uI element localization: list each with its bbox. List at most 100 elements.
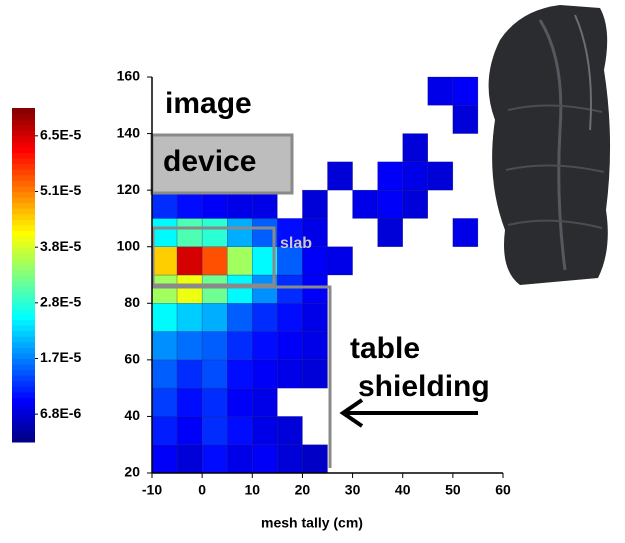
colorbar-tick-label: 1.7E-5 xyxy=(40,349,81,365)
x-tick-label: 0 xyxy=(198,482,206,498)
contour-cell xyxy=(277,332,302,360)
contour-cell xyxy=(152,247,177,275)
colorbar-segment xyxy=(12,347,35,353)
contour-cell xyxy=(403,190,428,218)
y-tick-label: 100 xyxy=(117,237,141,253)
colorbar-segment xyxy=(12,153,35,159)
colorbar-segment xyxy=(12,119,35,125)
colorbar-segment xyxy=(12,197,35,203)
annotation: slab xyxy=(280,235,312,252)
colorbar-segment xyxy=(12,392,35,398)
y-tick-label: 160 xyxy=(117,68,141,84)
contour-cell xyxy=(227,275,252,303)
colorbar-segment xyxy=(12,136,35,142)
contour-cell xyxy=(202,247,227,275)
contour-cell xyxy=(202,332,227,360)
contour-cell xyxy=(152,303,177,331)
contour-cell xyxy=(177,332,202,360)
colorbar-segment xyxy=(12,147,35,153)
contour-cell xyxy=(227,218,252,246)
y-tick-label: 120 xyxy=(117,181,141,197)
colorbar-segment xyxy=(12,230,35,236)
chart: image device slab table shielding mesh t… xyxy=(0,0,625,538)
colorbar-segment xyxy=(12,242,35,248)
colorbar-segment xyxy=(12,397,35,403)
colorbar-segment xyxy=(12,292,35,298)
colorbar-segment xyxy=(12,203,35,209)
x-axis-label: mesh tally (cm) xyxy=(261,515,363,531)
contour-cell xyxy=(428,77,453,105)
colorbar-segment xyxy=(12,114,35,120)
colorbar-segment xyxy=(12,225,35,231)
contour-cell xyxy=(378,162,403,190)
y-tick-label: 40 xyxy=(124,407,140,423)
colorbar-segment xyxy=(12,130,35,136)
contour-cell xyxy=(302,445,327,473)
colorbar-segment xyxy=(12,403,35,409)
colorbar-segment xyxy=(12,353,35,359)
contour-cell xyxy=(152,445,177,473)
contour-cell xyxy=(252,388,277,416)
colorbar-segment xyxy=(12,303,35,309)
colorbar-segment xyxy=(12,269,35,275)
colorbar-segment xyxy=(12,364,35,370)
annotation: shielding xyxy=(358,370,490,403)
contour-cell xyxy=(227,303,252,331)
colorbar-segment xyxy=(12,314,35,320)
contour-cell xyxy=(177,445,202,473)
colorbar-segment xyxy=(12,342,35,348)
colorbar-tick-label: 6.5E-5 xyxy=(40,127,81,143)
vest-photo xyxy=(489,5,610,285)
colorbar-segment xyxy=(12,175,35,181)
contour-cell xyxy=(403,162,428,190)
contour-cell xyxy=(277,275,302,303)
colorbar-segment xyxy=(12,186,35,192)
colorbar-segment xyxy=(12,359,35,365)
arrow xyxy=(343,400,478,426)
colorbar-segment xyxy=(12,281,35,287)
y-tick-label: 80 xyxy=(124,294,140,310)
x-tick-label: 20 xyxy=(295,482,311,498)
contour-cell xyxy=(277,303,302,331)
colorbar-segment xyxy=(12,192,35,198)
contour-cell xyxy=(277,416,302,444)
contour-cell xyxy=(403,134,428,162)
colorbar-segment xyxy=(12,108,35,114)
colorbar-segment xyxy=(12,431,35,437)
colorbar-segment xyxy=(12,320,35,326)
contour-cell xyxy=(177,303,202,331)
x-tick-label: 40 xyxy=(395,482,411,498)
contour-cell xyxy=(453,218,478,246)
contour-cell xyxy=(378,218,403,246)
contour-cell xyxy=(252,332,277,360)
colorbar-tick-label: 5.1E-5 xyxy=(40,182,81,198)
colorbar-tick-label: 6.8E-6 xyxy=(40,405,81,421)
colorbar-segment xyxy=(12,325,35,331)
contour-cell xyxy=(353,190,378,218)
colorbar-segment xyxy=(12,375,35,381)
colorbar-tick-label: 3.8E-5 xyxy=(40,238,81,254)
contour-cell xyxy=(328,247,353,275)
contour-cell xyxy=(152,388,177,416)
colorbar-segment xyxy=(12,264,35,270)
annotation: device xyxy=(163,145,256,178)
colorbar-segment xyxy=(12,258,35,264)
contour-cell xyxy=(152,416,177,444)
colorbar xyxy=(12,108,38,443)
contour-cell xyxy=(302,190,327,218)
x-tick-label: -10 xyxy=(142,482,162,498)
contour-cell xyxy=(252,416,277,444)
contour-cell xyxy=(202,416,227,444)
contour-cell xyxy=(177,360,202,388)
colorbar-segment xyxy=(12,386,35,392)
contour-cell xyxy=(202,303,227,331)
colorbar-segment xyxy=(12,208,35,214)
x-tick-label: 30 xyxy=(345,482,361,498)
colorbar-segment xyxy=(12,409,35,415)
contour-cell xyxy=(202,388,227,416)
colorbar-segment xyxy=(12,214,35,220)
colorbar-segment xyxy=(12,219,35,225)
contour-cell xyxy=(252,360,277,388)
contour-cell xyxy=(302,360,327,388)
contour-cell xyxy=(227,416,252,444)
